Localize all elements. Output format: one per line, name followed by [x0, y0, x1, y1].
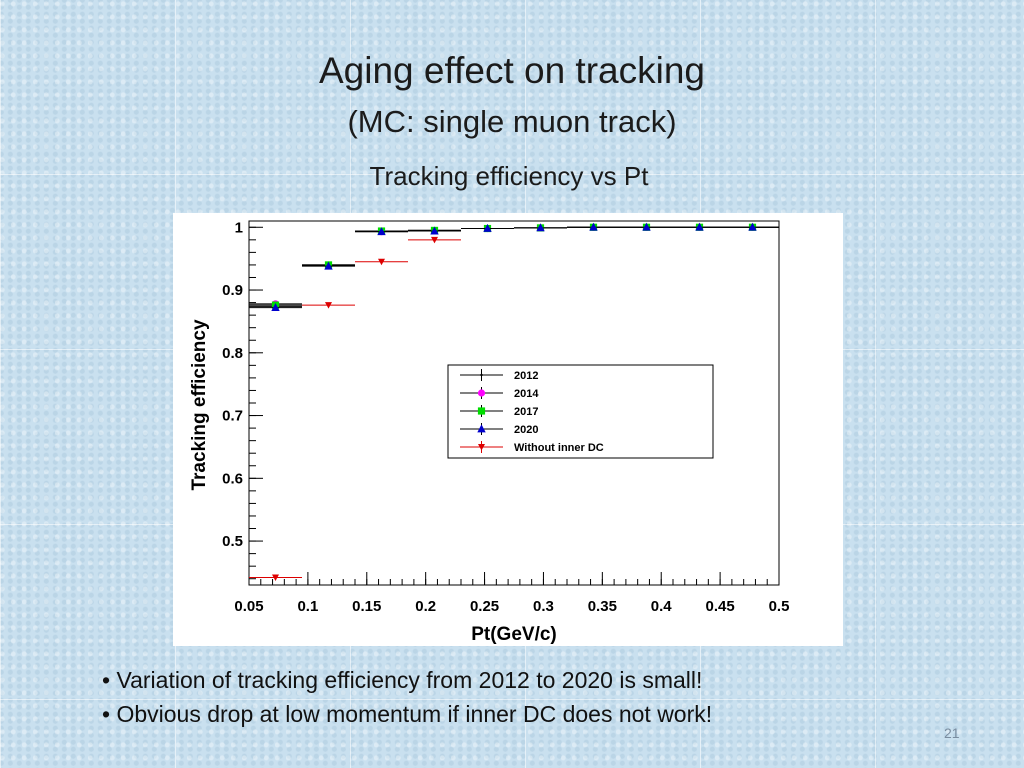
- y-tick-label: 0.5: [222, 533, 243, 550]
- data-point: [748, 222, 757, 231]
- x-axis-label: Pt(GeV/c): [471, 624, 557, 645]
- series-layer: [249, 222, 779, 581]
- y-tick-label: 0.7: [222, 408, 243, 425]
- series-2020: [249, 222, 779, 312]
- x-tick-label: 0.45: [706, 598, 735, 615]
- x-tick-label: 0.35: [588, 598, 617, 615]
- legend-marker: [477, 407, 486, 415]
- legend-marker: [480, 373, 483, 377]
- legend-marker: [477, 424, 486, 433]
- y-tick-label: 0.9: [222, 282, 243, 299]
- legend-entry: 2020: [460, 423, 538, 436]
- data-point: [483, 223, 492, 232]
- legend: 2012 2014 2017 2020 Without inner DC: [447, 364, 714, 459]
- x-tick-label: 0.5: [769, 598, 790, 615]
- data-point: [642, 222, 651, 231]
- y-tick-label: 0.8: [222, 345, 243, 362]
- y-tick-label: 1: [235, 219, 243, 236]
- data-point: [431, 236, 438, 244]
- efficiency-chart: 0.05 0.1 0.15 0.2 0.25 0.3 0.35 0.4 0.45 0.5 0.5 0.…: [189, 219, 789, 645]
- bullet-list: Variation of tracking efficiency from 20…: [102, 666, 712, 734]
- data-point: [272, 574, 279, 581]
- legend-entry: 2017: [460, 405, 538, 418]
- slide-title: Aging effect on tracking: [318, 50, 705, 91]
- data-point: [695, 222, 704, 231]
- data-point: [377, 227, 386, 236]
- page-number: 21: [944, 725, 960, 741]
- data-point: [430, 226, 439, 235]
- data-point: [271, 303, 280, 312]
- data-point: [589, 222, 598, 231]
- legend-entry: 2012: [460, 369, 538, 382]
- legend-label: 2020: [514, 424, 538, 436]
- bullet-item: Obvious drop at low momentum if inner DC…: [102, 700, 712, 728]
- x-tick-label: 0.3: [533, 598, 554, 615]
- x-tick-label: 0.4: [651, 598, 673, 615]
- chart-caption: Tracking efficiency vs Pt: [369, 161, 649, 191]
- chart-panel: 0.05 0.1 0.15 0.2 0.25 0.3 0.35 0.4 0.45 0.5 0.5 0.…: [173, 213, 843, 646]
- legend-label: 2017: [514, 406, 538, 418]
- series-without-inner-dc: [249, 236, 461, 581]
- data-point: [536, 223, 545, 232]
- legend-marker: [478, 444, 485, 451]
- axes: 0.05 0.1 0.15 0.2 0.25 0.3 0.35 0.4 0.45 0.5 0.5 0.…: [222, 219, 789, 615]
- legend-entry: Without inner DC: [460, 441, 604, 454]
- legend-entry: 2014: [460, 387, 539, 400]
- x-tick-label: 0.15: [352, 598, 381, 615]
- data-point: [378, 258, 385, 266]
- data-point: [325, 302, 332, 309]
- legend-marker: [477, 389, 486, 397]
- legend-label: 2012: [514, 370, 538, 382]
- legend-label: 2014: [514, 388, 539, 400]
- bullet-item: Variation of tracking efficiency from 20…: [102, 666, 712, 694]
- x-tick-label: 0.2: [415, 598, 436, 615]
- x-tick-label: 0.25: [470, 598, 499, 615]
- legend-label: Without inner DC: [514, 442, 604, 454]
- x-tick-label: 0.05: [234, 598, 263, 615]
- y-axis-label: Tracking efficiency: [189, 319, 210, 491]
- x-tick-label: 0.1: [297, 598, 318, 615]
- data-point: [324, 261, 333, 270]
- slide-subtitle: (MC: single muon track): [347, 104, 677, 139]
- y-tick-label: 0.6: [222, 470, 243, 487]
